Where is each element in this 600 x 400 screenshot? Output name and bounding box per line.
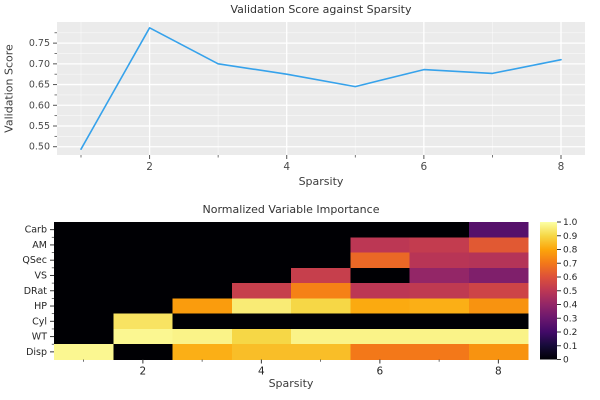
heatmap-cells — [54, 222, 529, 360]
svg-text:0.6: 0.6 — [563, 273, 578, 283]
svg-text:4: 4 — [258, 366, 265, 378]
svg-text:0.65: 0.65 — [29, 80, 50, 91]
svg-text:0.7: 0.7 — [563, 259, 577, 269]
svg-text:1.0: 1.0 — [563, 218, 578, 228]
svg-text:6: 6 — [377, 366, 384, 378]
svg-text:0.5: 0.5 — [563, 287, 577, 297]
svg-text:0.3: 0.3 — [563, 314, 577, 324]
heatmap-title: Normalized Variable Importance — [202, 203, 380, 216]
line-chart-title: Validation Score against Sparsity — [230, 3, 412, 16]
svg-text:VS: VS — [34, 270, 47, 281]
svg-text:0.60: 0.60 — [29, 100, 50, 111]
svg-text:WT: WT — [32, 332, 47, 343]
colorbar-ticks — [557, 221, 561, 360]
svg-text:Carb: Carb — [25, 225, 47, 236]
line-grid-major — [57, 22, 585, 155]
svg-text:8: 8 — [495, 366, 502, 378]
svg-text:4: 4 — [283, 161, 290, 173]
svg-text:QSec: QSec — [22, 255, 47, 266]
heatmap-canvas: Carb AM QSec VS DRat HP Cyl WT Disp 2 4 6 8 1.0 0.9 0.8… — [22, 218, 578, 378]
line-plot-area — [57, 22, 585, 155]
svg-text:0.50: 0.50 — [29, 142, 50, 153]
svg-text:0.2: 0.2 — [563, 328, 577, 338]
svg-text:0.75: 0.75 — [29, 38, 50, 49]
heatmap-x-axis-label: Sparsity — [268, 377, 314, 390]
svg-text:0.9: 0.9 — [563, 232, 578, 242]
colorbar — [540, 222, 557, 360]
svg-text:2: 2 — [140, 366, 147, 378]
svg-text:8: 8 — [558, 161, 565, 173]
svg-text:DRat: DRat — [24, 286, 48, 297]
svg-text:2: 2 — [146, 161, 153, 173]
svg-text:0.70: 0.70 — [29, 59, 50, 70]
line-tick-labels: 0.50 0.55 0.60 0.65 0.70 0.75 2 4 6 8 — [29, 38, 565, 173]
validation-score-line — [80, 26, 562, 150]
svg-text:0.8: 0.8 — [563, 246, 578, 256]
svg-text:Disp: Disp — [26, 347, 47, 358]
svg-text:0: 0 — [563, 356, 569, 366]
svg-text:AM: AM — [32, 240, 47, 251]
svg-text:0.4: 0.4 — [563, 301, 578, 311]
svg-text:0.1: 0.1 — [563, 342, 577, 352]
svg-text:Cyl: Cyl — [32, 316, 47, 327]
heatmap-axis-ticks — [50, 229, 499, 364]
line-axis-ticks — [53, 32, 562, 159]
line-chart-canvas: 0.50 0.55 0.60 0.65 0.70 0.75 2 4 6 8 — [29, 22, 585, 173]
heatmap-tick-labels: Carb AM QSec VS DRat HP Cyl WT Disp 2 4 6 8 — [22, 225, 501, 378]
svg-text:6: 6 — [421, 161, 428, 173]
line-grid-minor — [57, 22, 585, 155]
svg-text:HP: HP — [34, 301, 47, 312]
line-chart-x-axis-label: Sparsity — [298, 175, 344, 188]
colorbar-tick-labels: 1.0 0.9 0.8 0.7 0.6 0.5 0.4 0.3 0.2 0.1 0 — [563, 218, 578, 366]
svg-text:0.55: 0.55 — [29, 121, 50, 132]
